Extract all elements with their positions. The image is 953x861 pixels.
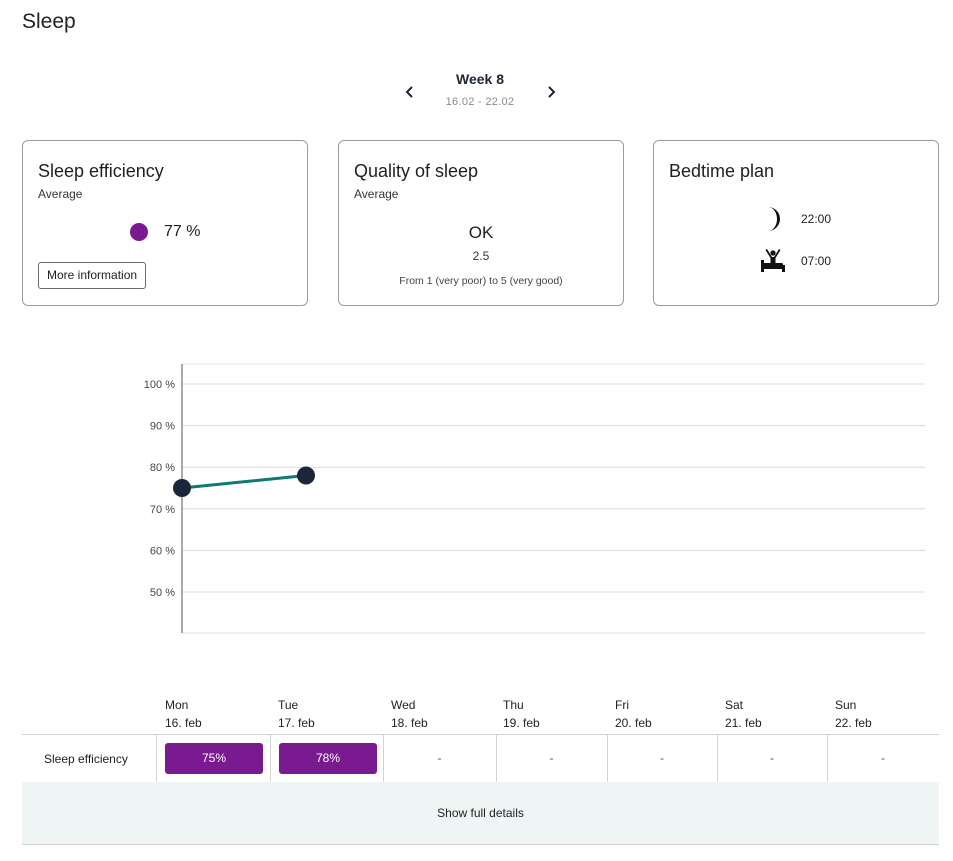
card-title: Sleep efficiency [38,161,164,181]
series-line [181,474,307,490]
card-subtitle: Average [38,187,83,201]
day-header-fri: Fri 20. feb [615,696,652,732]
data-point[interactable] [297,466,315,485]
column-separator [156,735,157,782]
chevron-left-icon[interactable] [400,82,420,102]
bedtime-value: 22:00 [801,212,832,226]
page-title: Sleep [22,10,76,33]
sleep-efficiency-chart: 100 % 90 % 80 % 70 % 60 % 50 % [144,363,925,634]
day-header-mon: Mon 16. feb [165,696,202,732]
y-tick-label: 60 % [150,545,175,557]
day-date: 16. feb [165,716,202,730]
efficiency-dot-icon [130,223,148,241]
y-tick-label: 80 % [150,462,175,474]
moon-icon [768,207,780,231]
y-tick-label: 100 % [144,379,175,391]
y-tick-label: 50 % [150,587,175,599]
efficiency-cell-thu: - [549,751,554,765]
day-header-tue: Tue 17. feb [278,696,315,732]
day-header-sat: Sat 21. feb [725,696,762,732]
efficiency-cell-mon[interactable]: 75% [165,743,263,774]
column-separator [270,735,271,782]
chevron-right-icon[interactable] [541,82,561,102]
efficiency-cell-tue[interactable]: 78% [279,743,377,774]
day-header-wed: Wed 18. feb [391,696,428,732]
day-name: Thu [503,698,524,712]
more-information-button[interactable]: More information [38,262,147,289]
week-title: Week 8 [456,71,504,87]
day-header-thu: Thu 19. feb [503,696,540,732]
wake-up-icon [761,249,785,272]
day-date: 19. feb [503,716,540,730]
quality-score: 2.5 [472,249,490,263]
efficiency-cell-sat: - [770,751,774,765]
day-name: Sun [835,698,857,712]
quality-label: OK [468,223,494,242]
day-name: Wed [391,698,416,712]
column-separator [496,735,497,782]
y-tick-label: 90 % [150,421,175,433]
row-label: Sleep efficiency [44,752,128,766]
y-tick-label: 70 % [150,504,175,516]
column-separator [717,735,718,782]
day-date: 20. feb [615,716,652,730]
week-navigator: Week 8 16.02 - 22.02 [400,66,560,116]
card-title: Quality of sleep [354,161,479,181]
efficiency-cell-sun: - [881,751,885,765]
sleep-efficiency-card: Sleep efficiency Average 77 % More infor… [22,140,308,306]
column-separator [827,735,828,782]
week-range: 16.02 - 22.02 [445,96,515,108]
quality-scale-note: From 1 (very poor) to 5 (very good) [399,275,563,287]
day-date: 17. feb [278,716,315,730]
card-subtitle: Average [354,187,399,201]
day-date: 21. feb [725,716,762,730]
data-point[interactable] [173,479,191,497]
bedtime-plan-card: Bedtime plan 22:00 07:00 [653,140,939,306]
day-date: 18. feb [391,716,428,730]
wakeup-value: 07:00 [801,254,832,268]
day-name: Mon [165,698,189,712]
column-separator [607,735,608,782]
efficiency-cell-fri: - [660,751,664,765]
efficiency-cell-wed: - [437,751,442,765]
efficiency-value: 77 % [164,223,201,240]
card-title: Bedtime plan [669,161,775,181]
table-divider [22,734,939,735]
day-name: Fri [615,698,629,712]
column-separator [383,735,384,782]
day-name: Sat [725,698,744,712]
show-full-details-button[interactable]: Show full details [22,782,939,845]
day-date: 22. feb [835,716,872,730]
day-name: Tue [278,698,299,712]
day-header-sun: Sun 22. feb [835,696,872,732]
quality-of-sleep-card: Quality of sleep Average OK 2.5 From 1 (… [338,140,624,306]
